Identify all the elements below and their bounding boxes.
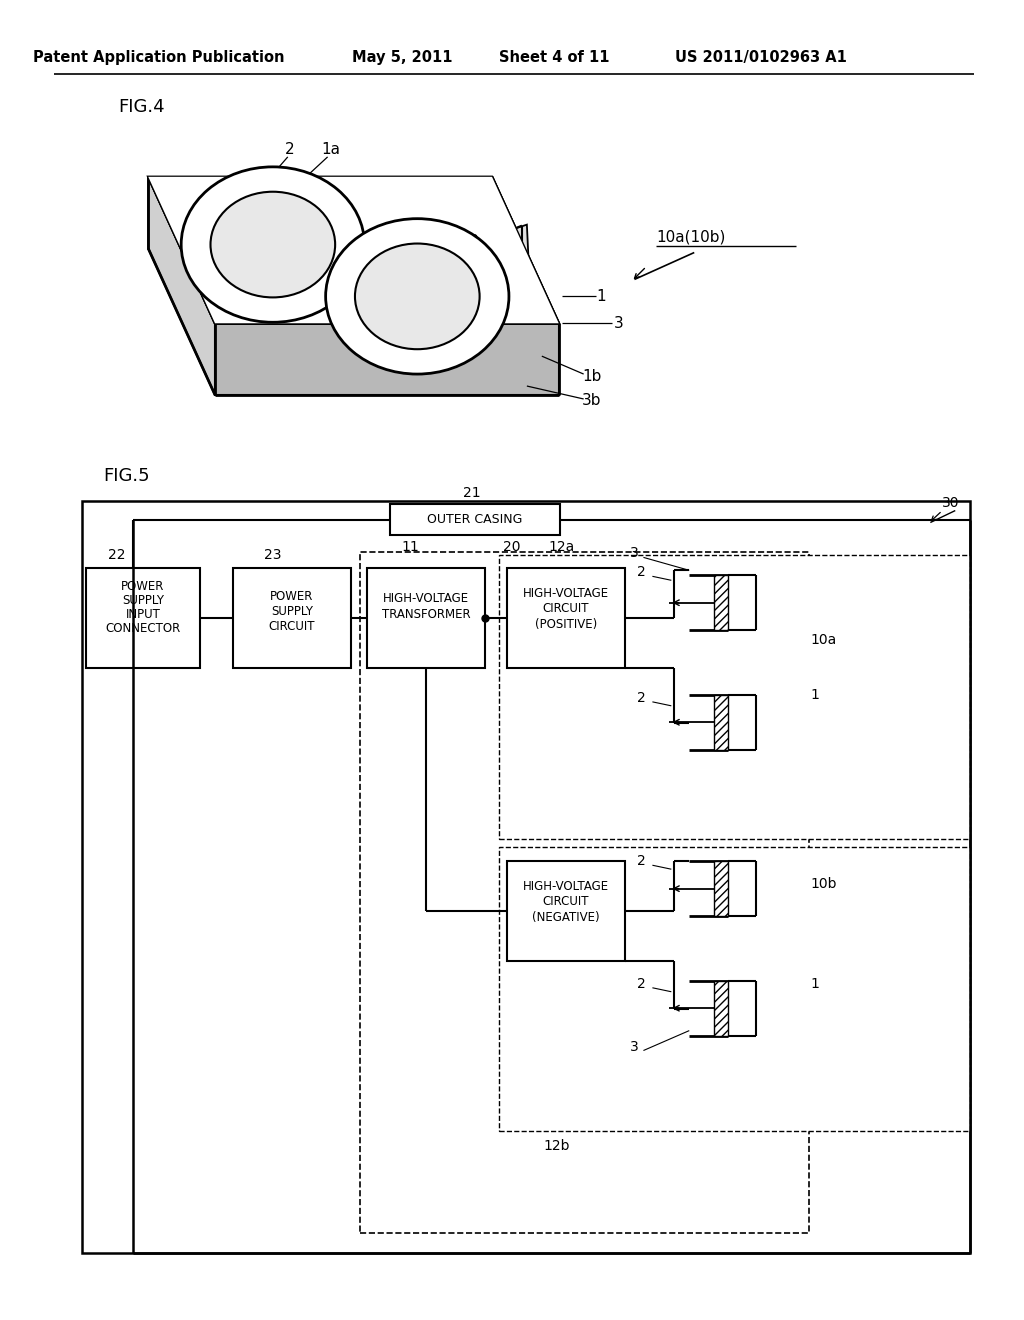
Text: 2: 2 (637, 690, 646, 705)
Text: 1b: 1b (582, 368, 601, 384)
Bar (390, 504, 560, 536)
Text: 10a: 10a (811, 634, 837, 647)
Text: CIRCUIT: CIRCUIT (543, 602, 589, 615)
Polygon shape (148, 177, 215, 395)
Text: 3: 3 (613, 315, 624, 331)
Text: TRANSFORMER: TRANSFORMER (382, 607, 471, 620)
Bar (714, 861, 728, 916)
Text: POWER: POWER (121, 579, 165, 593)
Bar (86, 569, 200, 668)
Text: 12a: 12a (549, 540, 574, 554)
Text: (POSITIVE): (POSITIVE) (535, 618, 597, 631)
Text: POWER: POWER (270, 590, 313, 603)
Text: May 5, 2011: May 5, 2011 (352, 50, 453, 65)
Text: 10a(10b): 10a(10b) (656, 230, 726, 244)
Polygon shape (148, 177, 559, 323)
Text: 1a: 1a (461, 231, 479, 246)
Bar (499, 847, 970, 1131)
Polygon shape (148, 177, 559, 323)
Text: 2: 2 (285, 143, 295, 157)
Text: CIRCUIT: CIRCUIT (543, 895, 589, 908)
Polygon shape (482, 224, 528, 281)
Bar (82, 500, 970, 1253)
Ellipse shape (355, 243, 479, 350)
Text: Sheet 4 of 11: Sheet 4 of 11 (499, 50, 609, 65)
Text: SUPPLY: SUPPLY (270, 605, 312, 618)
Text: US 2011/0102963 A1: US 2011/0102963 A1 (675, 50, 847, 65)
Text: INPUT: INPUT (125, 607, 160, 620)
Text: 12b: 12b (544, 1139, 570, 1154)
Text: 2: 2 (637, 565, 646, 579)
Text: 1: 1 (811, 977, 819, 991)
Text: HIGH-VOLTAGE: HIGH-VOLTAGE (522, 587, 609, 599)
Text: FIG.4: FIG.4 (119, 98, 165, 116)
Text: FIG.5: FIG.5 (103, 467, 151, 484)
Text: 23: 23 (264, 548, 282, 562)
Text: 22: 22 (108, 548, 125, 562)
Text: HIGH-VOLTAGE: HIGH-VOLTAGE (383, 591, 469, 605)
Text: HIGH-VOLTAGE: HIGH-VOLTAGE (522, 879, 609, 892)
Text: 3: 3 (630, 546, 639, 561)
Bar (368, 569, 485, 668)
Text: 2: 2 (432, 231, 442, 246)
Text: 21: 21 (463, 486, 481, 500)
Text: CONNECTOR: CONNECTOR (105, 622, 180, 635)
Text: 2: 2 (637, 977, 646, 991)
Text: OUTER CASING: OUTER CASING (427, 513, 523, 527)
Bar (714, 576, 728, 630)
Text: 3b: 3b (582, 393, 601, 408)
Text: (NEGATIVE): (NEGATIVE) (531, 911, 599, 924)
Bar (714, 694, 728, 750)
Bar (499, 556, 970, 840)
Text: 1: 1 (597, 289, 606, 304)
Bar (360, 552, 809, 1233)
Polygon shape (215, 323, 559, 395)
Bar (233, 569, 350, 668)
Text: SUPPLY: SUPPLY (122, 594, 164, 607)
Text: 1: 1 (811, 688, 819, 702)
Ellipse shape (211, 191, 335, 297)
Text: 1a: 1a (322, 143, 340, 157)
Text: 30: 30 (942, 495, 959, 510)
Text: 11: 11 (401, 540, 419, 554)
Bar (714, 981, 728, 1036)
Bar (507, 569, 625, 668)
Bar (507, 861, 625, 961)
Text: Patent Application Publication: Patent Application Publication (33, 50, 284, 65)
Text: CIRCUIT: CIRCUIT (268, 619, 315, 632)
Text: 20: 20 (503, 540, 520, 554)
Text: 3: 3 (630, 1040, 639, 1053)
Text: 10b: 10b (811, 878, 838, 891)
Ellipse shape (181, 166, 365, 322)
Ellipse shape (326, 219, 509, 374)
Text: 2: 2 (637, 854, 646, 869)
